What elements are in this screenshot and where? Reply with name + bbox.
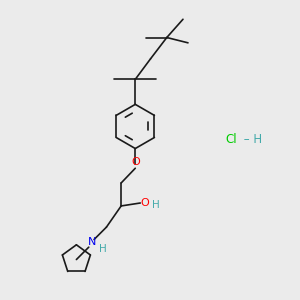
Text: H: H [152,200,160,210]
Text: H: H [99,244,107,254]
Text: O: O [140,198,149,208]
Text: Cl: Cl [225,133,237,146]
Text: – H: – H [240,133,262,146]
Text: N: N [88,238,96,248]
Text: O: O [131,157,140,167]
